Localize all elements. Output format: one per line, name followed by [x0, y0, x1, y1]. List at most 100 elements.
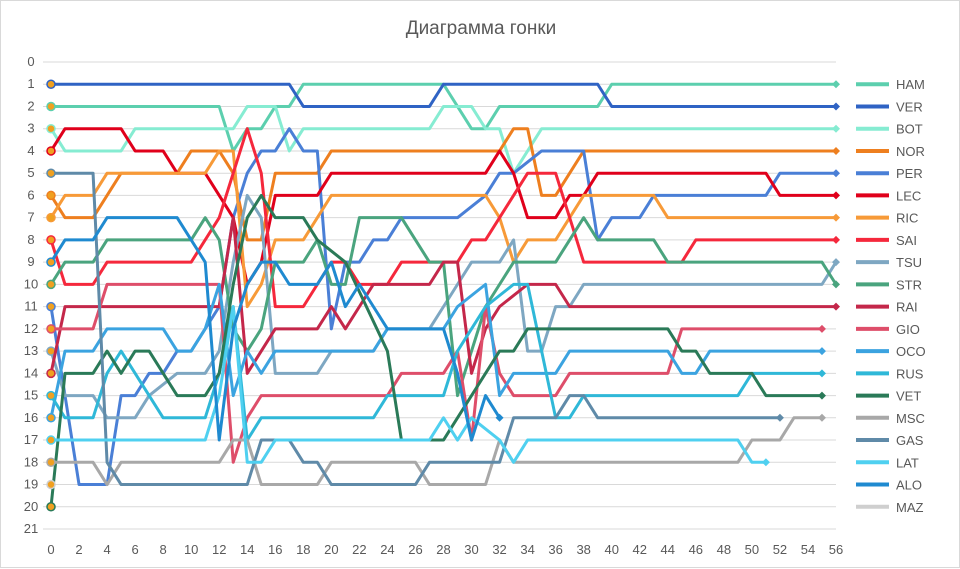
start-marker-maz: [46, 479, 56, 490]
x-tick-label: 4: [103, 542, 110, 557]
y-tick-label: 9: [27, 254, 34, 269]
legend-label-ric: RIC: [896, 211, 918, 226]
x-tick-label: 8: [160, 542, 167, 557]
series-line-alo: [49, 216, 502, 442]
series-line-nor: [49, 127, 838, 242]
chart-title: Диаграмма гонки: [405, 18, 557, 39]
legend-label-lec: LEC: [896, 188, 921, 203]
legend-label-vet: VET: [896, 389, 921, 404]
x-tick-label: 40: [604, 542, 618, 557]
legend-label-rus: RUS: [896, 366, 924, 381]
series-line-bot: [49, 104, 838, 175]
start-marker-lec: [46, 146, 56, 156]
series-line-per: [49, 127, 838, 487]
end-marker-msc: [817, 413, 826, 422]
series-line-gas: [49, 171, 782, 487]
y-tick-label: 2: [27, 98, 34, 113]
x-tick-label: 38: [576, 542, 590, 557]
end-marker-rai: [832, 302, 840, 311]
start-marker-ric: [46, 212, 56, 223]
y-tick-label: 18: [24, 454, 38, 469]
x-tick-label: 22: [352, 542, 366, 557]
series-line-oco: [49, 282, 824, 420]
x-tick-label: 26: [408, 542, 422, 557]
start-marker-str: [46, 279, 56, 290]
y-tick-label: 12: [24, 321, 38, 336]
x-tick-label: 56: [829, 542, 843, 557]
start-marker-sai: [46, 235, 56, 245]
x-tick-label: 12: [212, 542, 226, 557]
end-marker-ver: [832, 102, 840, 111]
y-tick-label: 20: [24, 499, 38, 514]
y-tick-label: 14: [24, 365, 38, 380]
series-line-lat: [49, 305, 768, 464]
x-tick-label: 24: [380, 542, 394, 557]
y-tick-label: 0: [27, 54, 34, 69]
x-tick-label: 10: [184, 542, 198, 557]
legend-label-str: STR: [896, 277, 922, 292]
x-tick-label: 0: [47, 542, 54, 557]
x-tick-label: 42: [633, 542, 647, 557]
legend-label-maz: MAZ: [896, 500, 924, 515]
y-tick-label: 8: [27, 232, 34, 247]
x-tick-label: 36: [548, 542, 562, 557]
end-marker-vet: [817, 391, 826, 400]
y-tick-label: 5: [27, 165, 34, 180]
y-tick-label: 6: [27, 187, 34, 202]
x-tick-label: 44: [661, 542, 675, 557]
x-tick-label: 46: [689, 542, 703, 557]
start-marker-gas: [46, 168, 56, 178]
end-marker-ric: [832, 213, 840, 222]
legend-label-ham: HAM: [896, 77, 925, 92]
legend-label-gio: GIO: [896, 322, 920, 337]
legend-label-rai: RAI: [896, 300, 918, 315]
end-marker-rus: [817, 369, 826, 378]
x-tick-label: 30: [464, 542, 478, 557]
series-line-vet: [49, 193, 824, 509]
end-marker-tsu: [832, 258, 840, 267]
start-marker-per: [46, 301, 56, 312]
y-tick-label: 13: [24, 343, 38, 358]
start-marker-oco: [46, 413, 56, 423]
y-tick-label: 4: [27, 143, 34, 158]
end-marker-gio: [817, 324, 826, 333]
end-marker-lat: [761, 458, 770, 467]
x-tick-label: 16: [268, 542, 282, 557]
start-marker-gio: [46, 324, 56, 334]
start-marker-ver: [46, 79, 56, 89]
y-tick-label: 11: [24, 299, 38, 314]
x-tick-label: 14: [240, 542, 254, 557]
x-tick-label: 2: [75, 542, 82, 557]
x-tick-label: 28: [436, 542, 450, 557]
y-tick-label: 3: [27, 121, 34, 136]
end-marker-gas: [775, 413, 784, 422]
y-tick-label: 16: [24, 410, 38, 425]
legend-label-tsu: TSU: [896, 255, 922, 270]
end-marker-oco: [817, 347, 826, 356]
legend-label-bot: BOT: [896, 122, 923, 137]
legend-label-lat: LAT: [896, 455, 919, 470]
x-tick-label: 6: [131, 542, 138, 557]
start-marker-alo: [46, 257, 56, 267]
series-line-msc: [49, 416, 824, 487]
legend-label-sai: SAI: [896, 233, 917, 248]
end-marker-bot: [832, 124, 840, 133]
x-tick-label: 50: [745, 542, 759, 557]
start-marker-bot: [46, 123, 56, 134]
end-marker-alo: [495, 413, 504, 422]
x-tick-label: 18: [296, 542, 310, 557]
end-marker-lec: [832, 191, 840, 200]
legend-label-nor: NOR: [896, 144, 925, 159]
y-tick-label: 1: [27, 76, 34, 91]
legend-label-oco: OCO: [896, 344, 926, 359]
legend-label-alo: ALO: [896, 478, 922, 493]
end-marker-nor: [832, 146, 840, 155]
x-tick-label: 52: [773, 542, 787, 557]
end-marker-sai: [832, 235, 840, 244]
end-marker-str: [832, 280, 840, 289]
legend-label-gas: GAS: [896, 433, 924, 448]
x-tick-label: 34: [520, 542, 534, 557]
y-tick-label: 21: [24, 521, 38, 536]
start-marker-lat: [46, 435, 56, 445]
